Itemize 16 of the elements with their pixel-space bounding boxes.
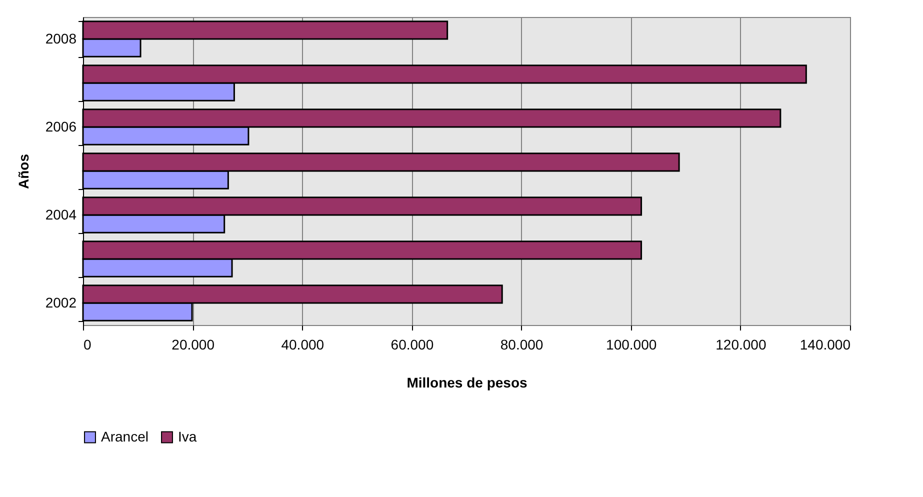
- x-tick-label: 0: [84, 336, 92, 352]
- legend-label: Arancel: [101, 428, 148, 444]
- x-axis-title: Millones de pesos: [406, 374, 528, 390]
- x-tick-label: 60.000: [390, 336, 434, 352]
- legend-label: Iva: [178, 428, 197, 444]
- x-tick-label: 40.000: [281, 336, 324, 352]
- x-tick-label: 120.000: [716, 336, 766, 352]
- x-tick-label: 80.000: [500, 336, 544, 352]
- y-axis-title: Años: [15, 154, 32, 189]
- x-tick-label: 20.000: [172, 336, 215, 352]
- y-tick-label: 2008: [45, 30, 77, 46]
- y-tick-label: 2002: [45, 294, 77, 310]
- x-tick-label: 140.000: [800, 336, 851, 352]
- y-tick-label: 2004: [45, 206, 77, 222]
- y-tick-label: 2006: [45, 118, 77, 134]
- x-tick-label: 100.000: [606, 336, 657, 352]
